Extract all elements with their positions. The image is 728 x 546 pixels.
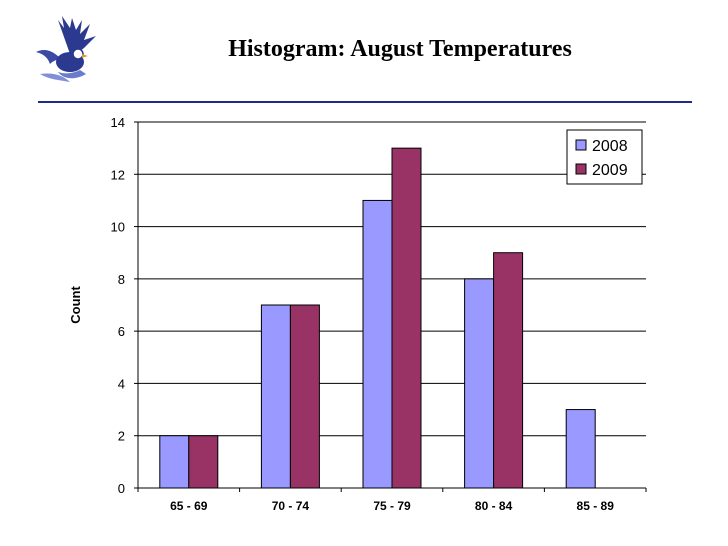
- y-axis-title: Count: [68, 286, 83, 324]
- legend-swatch-2008: [575, 139, 587, 151]
- eagle-logo-icon: [36, 16, 96, 82]
- legend: 2008 2009: [566, 129, 643, 185]
- bar-2008-65-69: [159, 435, 190, 489]
- y-tick-label: 6: [118, 324, 125, 339]
- y-tick-label: 10: [111, 220, 125, 235]
- legend-label-2009: 2009: [592, 162, 628, 179]
- bar-2008-75-79: [362, 199, 393, 489]
- slide-title: Histogram: August Temperatures: [228, 36, 572, 62]
- y-tick-label: 4: [118, 376, 125, 391]
- x-tick-label: 75 - 79: [373, 499, 411, 513]
- y-tick-label: 14: [111, 115, 125, 130]
- bar-2009-75-79: [391, 147, 422, 489]
- bar-2009-70-74: [289, 304, 320, 489]
- x-tick-label: 80 - 84: [475, 499, 513, 513]
- axes: [137, 122, 646, 489]
- x-tick-label: 85 - 89: [577, 499, 615, 513]
- bar-2008-70-74: [260, 304, 291, 489]
- title-divider: [38, 101, 692, 103]
- y-tick-label: 2: [118, 429, 125, 444]
- y-tick-label: 8: [118, 272, 125, 287]
- legend-swatch-2009: [575, 163, 587, 175]
- x-tick-labels: 65 - 69 70 - 74 75 - 79 80 - 84 85 - 89: [170, 499, 614, 513]
- x-tick-label: 65 - 69: [170, 499, 208, 513]
- y-tick-labels: 0 2 4 6 8 10 12 14: [111, 115, 125, 496]
- y-tick-label: 12: [111, 167, 125, 182]
- x-tick-label: 70 - 74: [272, 499, 310, 513]
- y-tick-label: 0: [118, 481, 125, 496]
- legend-box: [566, 129, 643, 185]
- bar-2009-65-69: [188, 435, 219, 489]
- bar-2008-80-84: [464, 278, 495, 489]
- bars: [159, 147, 596, 489]
- legend-label-2008: 2008: [592, 138, 628, 155]
- bar-2009-80-84: [493, 252, 524, 489]
- bar-2008-85-89: [565, 409, 596, 489]
